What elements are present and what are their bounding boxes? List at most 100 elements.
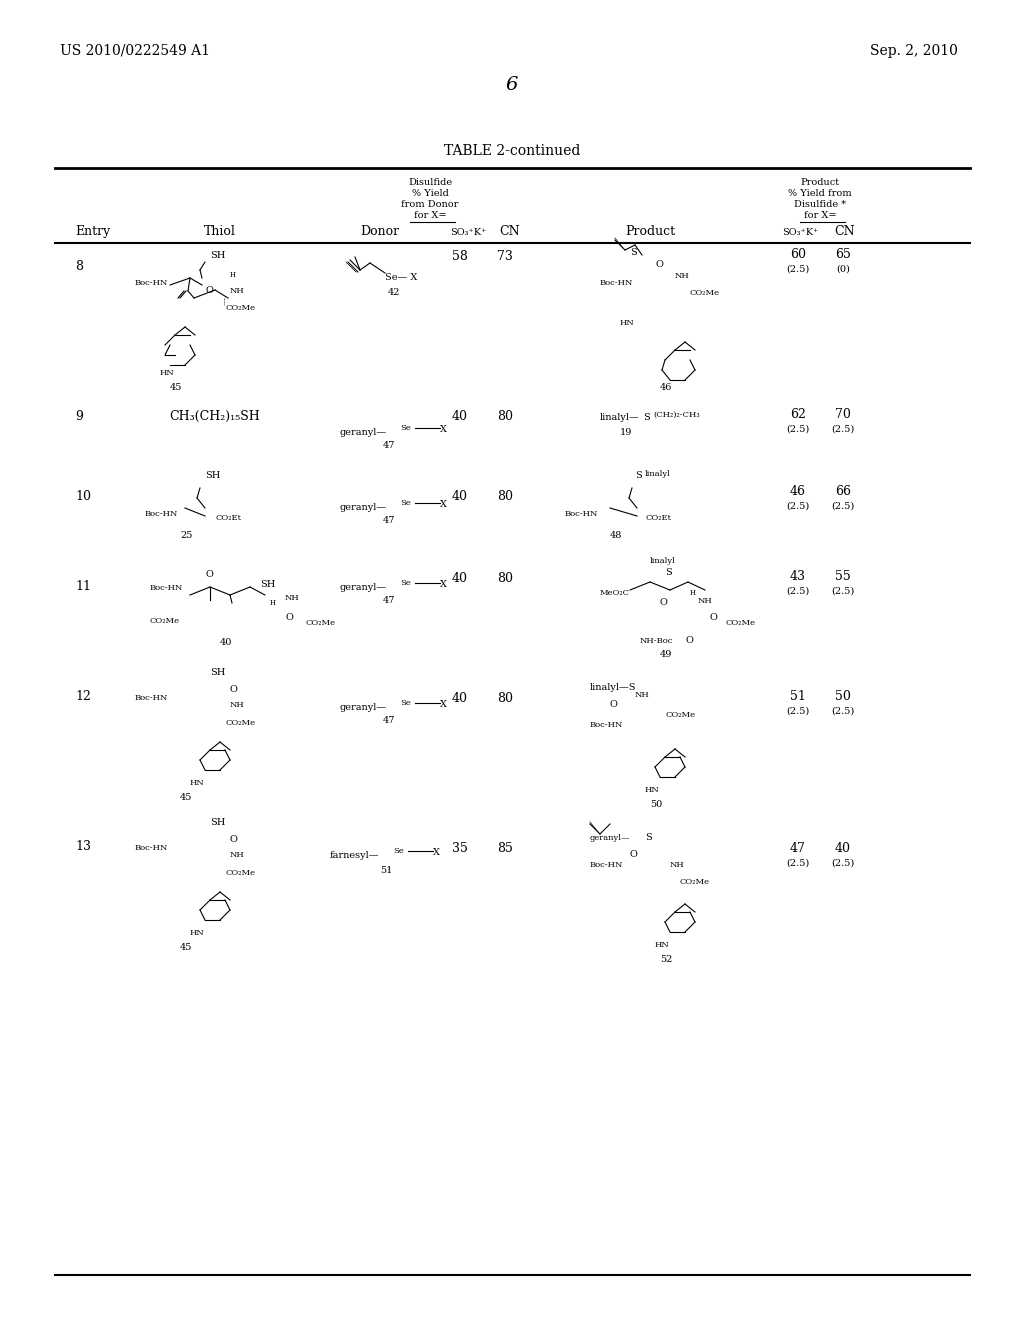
Text: SO₃⁺K⁺: SO₃⁺K⁺ [450,228,486,238]
Text: 46: 46 [790,484,806,498]
Text: geranyl—: geranyl— [340,503,387,512]
Text: HN: HN [190,929,205,937]
Text: (2.5): (2.5) [786,502,810,511]
Text: 45: 45 [170,383,182,392]
Text: O: O [230,685,238,694]
Text: CN: CN [835,224,855,238]
Text: (2.5): (2.5) [831,425,855,434]
Text: 49: 49 [660,649,673,659]
Text: (2.5): (2.5) [786,265,810,275]
Text: Se— X: Se— X [385,273,418,282]
Text: 40: 40 [452,490,468,503]
Text: Boc-HN: Boc-HN [590,861,624,869]
Text: S: S [635,471,642,480]
Text: O: O [205,570,213,579]
Text: Boc-HN: Boc-HN [590,721,624,729]
Text: (2.5): (2.5) [786,425,810,434]
Text: S: S [645,833,651,842]
Text: HN: HN [645,785,659,795]
Text: geranyl—: geranyl— [340,704,387,711]
Text: CH₃(CH₂)₁₅SH: CH₃(CH₂)₁₅SH [170,411,260,422]
Text: O: O [610,700,617,709]
Text: MeO₂C: MeO₂C [600,589,630,597]
Text: X: X [440,425,447,434]
Text: 47: 47 [383,597,395,605]
Text: Sep. 2, 2010: Sep. 2, 2010 [870,44,957,58]
Text: 51: 51 [791,690,806,704]
Text: 40: 40 [452,692,468,705]
Text: 40: 40 [220,638,232,647]
Text: SH: SH [260,579,275,589]
Text: Thiol: Thiol [204,224,236,238]
Text: Boc-HN: Boc-HN [145,510,178,517]
Text: O: O [630,850,638,859]
Text: H: H [270,599,276,607]
Text: S: S [630,248,637,257]
Text: Boc-HN: Boc-HN [135,279,168,286]
Text: 13: 13 [75,840,91,853]
Text: 8: 8 [75,260,83,273]
Text: X: X [440,500,447,510]
Text: S: S [643,413,650,422]
Text: O: O [655,260,663,269]
Text: Se: Se [393,847,403,855]
Text: 62: 62 [791,408,806,421]
Text: for X=: for X= [414,211,446,220]
Text: (2.5): (2.5) [831,859,855,869]
Text: SH: SH [210,818,225,828]
Text: NH: NH [230,851,245,859]
Text: Se: Se [400,499,411,507]
Text: 66: 66 [835,484,851,498]
Text: 47: 47 [383,715,395,725]
Text: 50: 50 [650,800,663,809]
Text: CO₂Me: CO₂Me [150,616,180,624]
Text: 52: 52 [660,954,673,964]
Text: 9: 9 [75,411,83,422]
Text: HN: HN [160,370,175,378]
Text: geranyl—: geranyl— [340,583,387,591]
Text: linalyl—S: linalyl—S [590,682,637,692]
Text: (2.5): (2.5) [831,502,855,511]
Text: Se: Se [400,579,411,587]
Text: (2.5): (2.5) [786,859,810,869]
Text: O: O [205,286,213,294]
Text: 40: 40 [452,572,468,585]
Text: X: X [433,847,440,857]
Text: CO₂Me: CO₂Me [225,304,255,312]
Text: % Yield: % Yield [412,189,449,198]
Text: Entry: Entry [75,224,111,238]
Text: CO₂Me: CO₂Me [680,878,710,886]
Text: Se: Se [400,700,411,708]
Text: SH: SH [205,471,220,480]
Text: SH: SH [210,251,225,260]
Text: 45: 45 [180,942,193,952]
Text: 51: 51 [380,866,392,875]
Text: SO₃⁺K⁺: SO₃⁺K⁺ [781,228,818,238]
Text: 46: 46 [660,383,673,392]
Text: 25: 25 [180,531,193,540]
Text: 85: 85 [497,842,513,855]
Text: CO₂Me: CO₂Me [225,869,255,876]
Text: NH-Boc: NH-Boc [640,638,674,645]
Text: Donor: Donor [360,224,399,238]
Text: Boc-HN: Boc-HN [135,843,168,851]
Text: 6: 6 [506,77,518,94]
Text: CO₂Et: CO₂Et [215,513,241,521]
Text: CO₂Me: CO₂Me [690,289,720,297]
Text: from Donor: from Donor [401,201,459,209]
Text: Boc-HN: Boc-HN [565,510,598,517]
Text: NH: NH [285,594,300,602]
Text: 10: 10 [75,490,91,503]
Text: Boc-HN: Boc-HN [600,279,634,286]
Text: 35: 35 [452,842,468,855]
Text: CO₂Me: CO₂Me [665,711,695,719]
Text: O: O [285,612,293,622]
Text: CO₂Me: CO₂Me [305,619,335,627]
Text: 19: 19 [620,428,633,437]
Text: 45: 45 [180,793,193,803]
Text: Boc-HN: Boc-HN [135,694,168,702]
Text: NH: NH [675,272,690,280]
Text: 70: 70 [835,408,851,421]
Text: O: O [685,636,693,645]
Text: Disulfide *: Disulfide * [794,201,846,209]
